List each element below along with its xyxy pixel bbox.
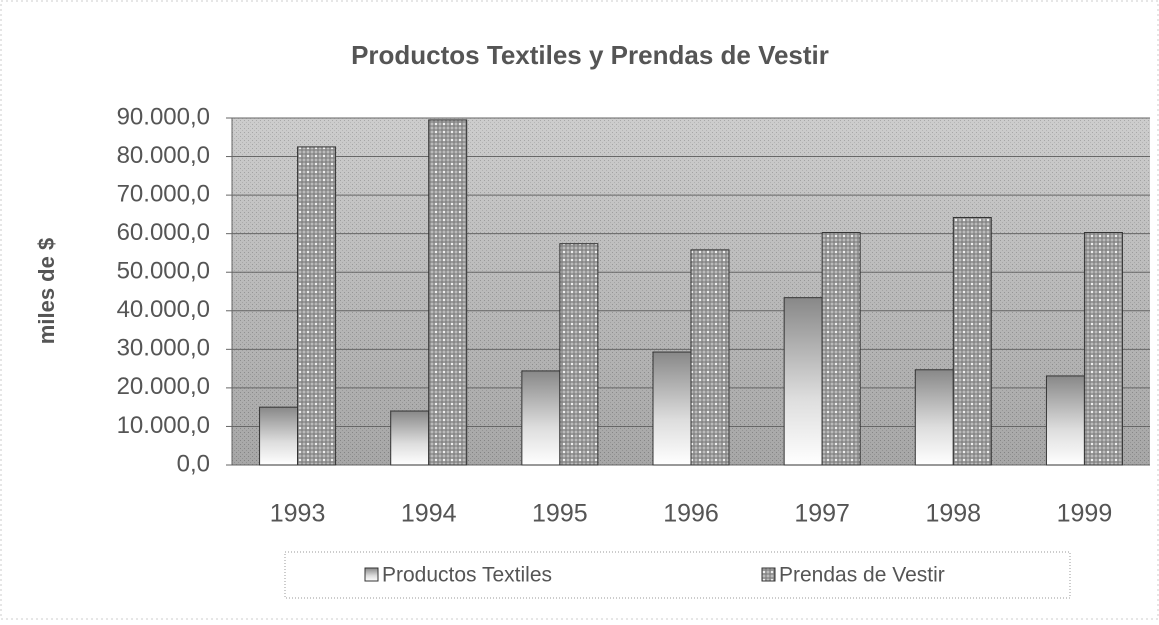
bar [259,406,299,466]
y-tick-label: 60.000,0 [117,219,210,246]
y-tick-label: 80.000,0 [117,142,210,169]
legend-label: Productos Textiles [382,564,552,587]
legend-label: Prendas de Vestir [779,564,945,587]
x-tick-label: 1997 [794,500,850,528]
x-tick-label: 1998 [925,500,981,528]
bar [521,370,561,466]
y-tick-label: 50.000,0 [117,258,210,285]
bar [559,243,599,466]
bar [783,297,823,466]
bar [652,351,692,466]
bar [952,216,992,466]
y-tick-label: 0,0 [177,450,210,477]
bar [690,249,730,466]
y-tick-label: 70.000,0 [117,180,210,207]
bar [428,119,468,466]
y-tick-label: 20.000,0 [117,373,210,400]
y-tick-label: 10.000,0 [117,412,210,439]
x-tick-label: 1999 [1057,500,1113,528]
bar [297,146,337,466]
x-tick-label: 1994 [401,500,457,528]
bar [914,369,954,466]
y-axis-label: miles de $ [34,238,59,344]
y-tick-label: 30.000,0 [117,335,210,362]
chart-title: Productos Textiles y Prendas de Vestir [351,40,829,70]
bar [390,410,430,466]
legend-swatch [364,567,379,582]
x-tick-label: 1995 [532,500,588,528]
x-tick-label: 1996 [663,500,719,528]
legend [284,551,1071,599]
y-tick-label: 90.000,0 [117,103,210,130]
x-tick-label: 1993 [270,500,326,528]
bar [821,232,861,466]
legend-swatch [761,567,776,582]
bar [1083,232,1123,466]
y-tick-label: 40.000,0 [117,296,210,323]
bar [1045,375,1085,466]
